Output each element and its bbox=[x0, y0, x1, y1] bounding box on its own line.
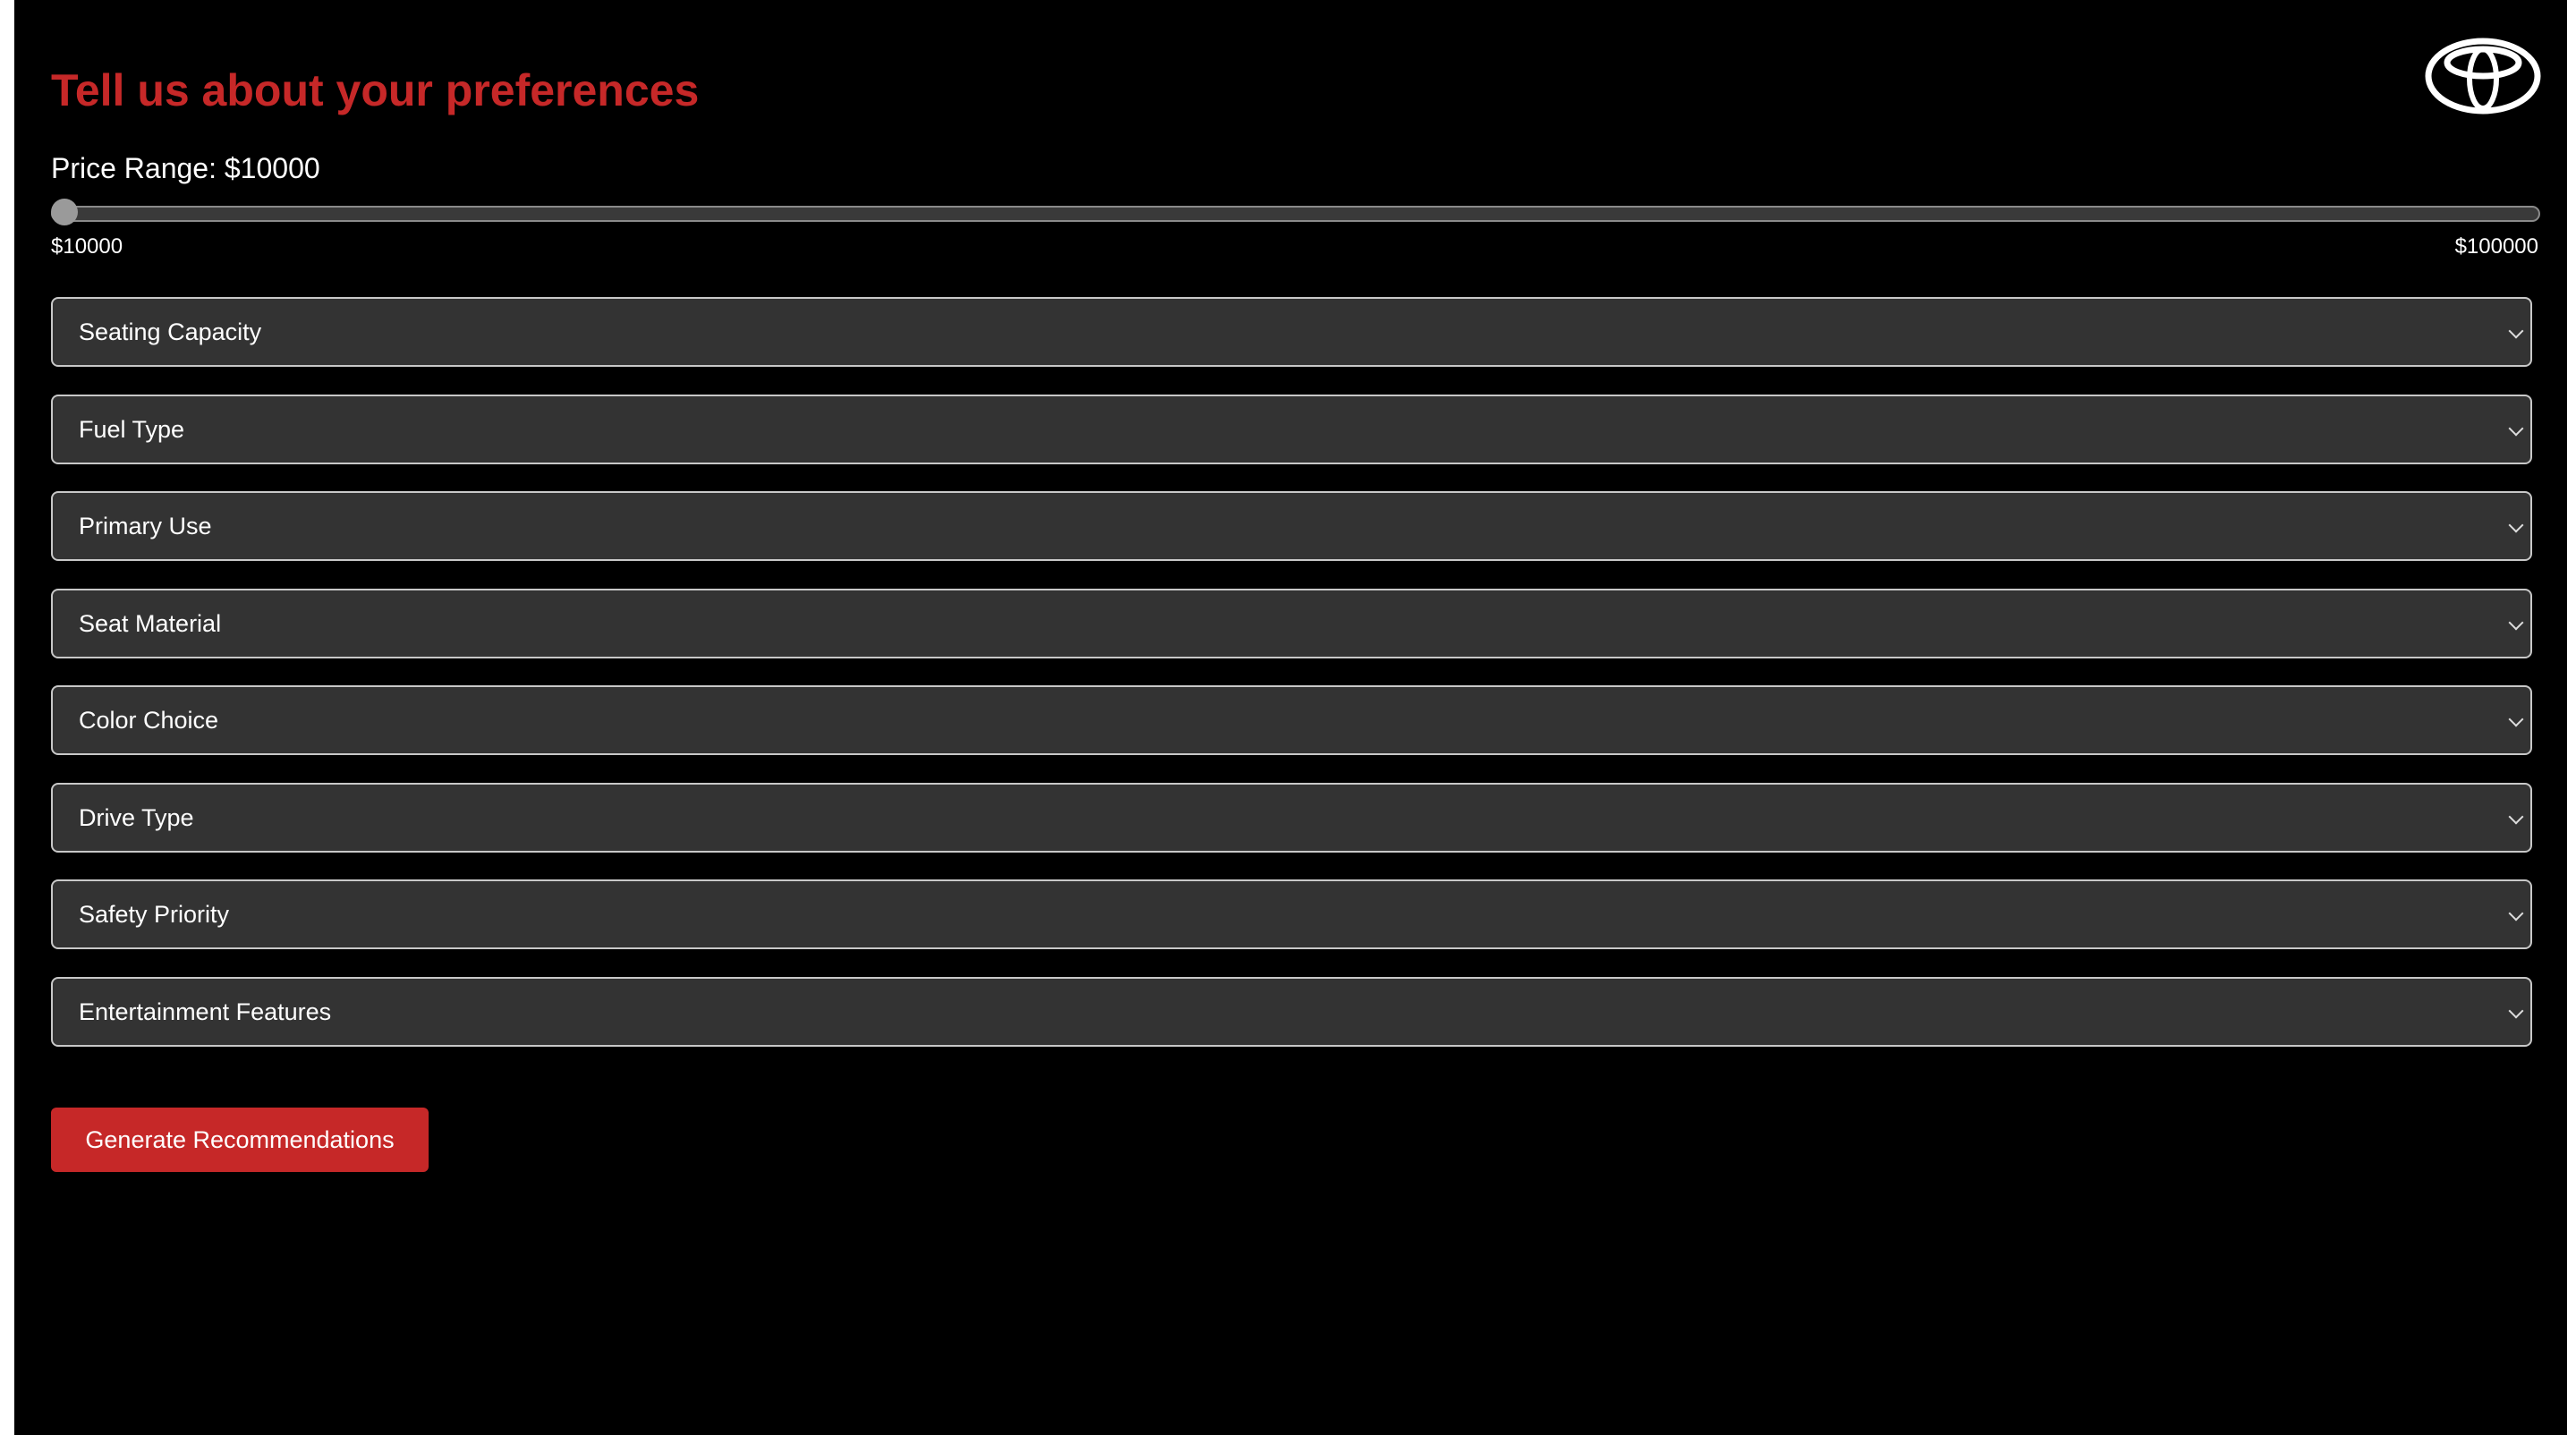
chevron-down-icon bbox=[2508, 323, 2524, 339]
chevron-down-icon bbox=[2508, 809, 2524, 825]
select-label: Primary Use bbox=[79, 513, 212, 539]
select-label: Safety Priority bbox=[79, 901, 230, 928]
price-max-label: $100000 bbox=[2454, 234, 2538, 259]
entertainment-features-select[interactable]: Entertainment Features bbox=[51, 977, 2532, 1047]
price-min-label: $10000 bbox=[51, 234, 123, 259]
price-range-label: Price Range: $10000 bbox=[51, 152, 320, 184]
select-label: Entertainment Features bbox=[79, 998, 332, 1025]
select-label: Fuel Type bbox=[79, 416, 185, 443]
page-title: Tell us about your preferences bbox=[51, 65, 700, 115]
safety-priority-select[interactable]: Safety Priority bbox=[51, 879, 2532, 949]
select-label: Seating Capacity bbox=[79, 318, 262, 345]
seat-material-select[interactable]: Seat Material bbox=[51, 589, 2532, 658]
toyota-logo-icon bbox=[2425, 38, 2541, 115]
select-label: Drive Type bbox=[79, 804, 194, 831]
chevron-down-icon bbox=[2508, 517, 2524, 533]
fuel-type-select[interactable]: Fuel Type bbox=[51, 395, 2532, 464]
select-label: Color Choice bbox=[79, 707, 219, 734]
drive-type-select[interactable]: Drive Type bbox=[51, 783, 2532, 853]
seating-capacity-select[interactable]: Seating Capacity bbox=[51, 297, 2532, 367]
chevron-down-icon bbox=[2508, 905, 2524, 921]
primary-use-select[interactable]: Primary Use bbox=[51, 491, 2532, 561]
generate-recommendations-button[interactable]: Generate Recommendations bbox=[51, 1108, 429, 1172]
chevron-down-icon bbox=[2508, 1003, 2524, 1019]
color-choice-select[interactable]: Color Choice bbox=[51, 685, 2532, 755]
slider-thumb[interactable] bbox=[51, 199, 78, 225]
slider-track[interactable] bbox=[51, 206, 2540, 222]
price-range-slider[interactable] bbox=[51, 199, 2540, 225]
preferences-page: Tell us about your preferences Price Ran… bbox=[14, 0, 2567, 1435]
chevron-down-icon bbox=[2508, 711, 2524, 727]
chevron-down-icon bbox=[2508, 420, 2524, 437]
select-label: Seat Material bbox=[79, 610, 222, 637]
chevron-down-icon bbox=[2508, 615, 2524, 631]
